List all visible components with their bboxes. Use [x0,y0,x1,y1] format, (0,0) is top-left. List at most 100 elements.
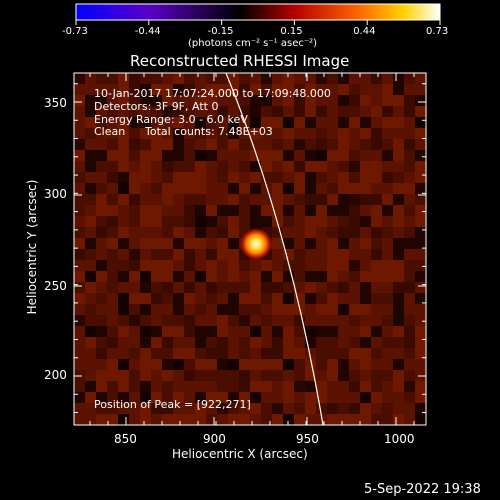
y-tick-label: 300 [44,187,67,201]
texture-cell [151,84,162,95]
texture-cell [305,414,316,425]
texture-cell [162,315,173,326]
texture-cell [228,315,239,326]
texture-cell [239,227,250,238]
texture-cell [239,304,250,315]
texture-cell [250,381,261,392]
texture-cell [96,304,107,315]
texture-cell [404,315,415,326]
texture-cell [151,106,162,117]
texture-cell [107,84,118,95]
texture-cell [96,381,107,392]
texture-cell [140,117,151,128]
texture-cell [118,106,129,117]
texture-cell [305,359,316,370]
colorbar [75,3,441,21]
texture-cell [327,260,338,271]
texture-cell [239,106,250,117]
texture-cell [338,172,349,183]
texture-cell [85,139,96,150]
texture-cell [294,392,305,403]
texture-cell [283,73,294,84]
texture-cell [129,282,140,293]
texture-cell [393,326,404,337]
texture-cell [162,84,173,95]
texture-cell [173,194,184,205]
texture-cell [316,227,327,238]
texture-cell [338,403,349,414]
texture-cell [239,271,250,282]
texture-cell [217,282,228,293]
texture-cell [305,403,316,414]
texture-cell [349,260,360,271]
texture-cell [316,348,327,359]
texture-cell [184,392,195,403]
texture-cell [338,315,349,326]
texture-cell [261,315,272,326]
texture-cell [151,73,162,84]
texture-cell [250,95,261,106]
texture-cell [184,194,195,205]
texture-cell [349,95,360,106]
texture-cell [305,392,316,403]
texture-cell [151,117,162,128]
texture-cell [371,370,382,381]
texture-cell [360,194,371,205]
texture-cell [195,216,206,227]
texture-cell [371,117,382,128]
texture-cell [404,84,415,95]
texture-cell [272,370,283,381]
texture-cell [415,128,426,139]
texture-cell [272,238,283,249]
texture-cell [96,183,107,194]
texture-cell [371,381,382,392]
texture-cell [338,84,349,95]
texture-cell [129,183,140,194]
texture-cell [184,315,195,326]
texture-cell [415,337,426,348]
texture-cell [118,150,129,161]
texture-cell [74,128,85,139]
texture-cell [250,359,261,370]
texture-cell [316,381,327,392]
texture-cell [305,370,316,381]
texture-cell [272,315,283,326]
texture-cell [118,348,129,359]
texture-cell [107,249,118,260]
texture-cell [129,172,140,183]
texture-cell [393,183,404,194]
texture-cell [107,282,118,293]
texture-cell [360,205,371,216]
texture-cell [228,172,239,183]
texture-cell [228,337,239,348]
texture-cell [283,359,294,370]
texture-cell [206,304,217,315]
texture-cell [327,183,338,194]
texture-cell [415,95,426,106]
texture-cell [151,205,162,216]
texture-cell [162,282,173,293]
texture-cell [96,249,107,260]
texture-cell [239,282,250,293]
texture-cell [250,282,261,293]
texture-cell [74,414,85,425]
texture-cell [261,139,272,150]
texture-cell [206,392,217,403]
texture-cell [151,150,162,161]
texture-cell [162,271,173,282]
texture-cell [173,271,184,282]
texture-cell [129,414,140,425]
texture-cell [338,370,349,381]
texture-cell [129,205,140,216]
texture-cell [305,227,316,238]
texture-cell [118,403,129,414]
texture-cell [283,161,294,172]
texture-cell [129,161,140,172]
texture-cell [173,95,184,106]
texture-cell [327,150,338,161]
texture-cell [415,392,426,403]
texture-cell [415,271,426,282]
texture-cell [217,337,228,348]
texture-cell [173,238,184,249]
